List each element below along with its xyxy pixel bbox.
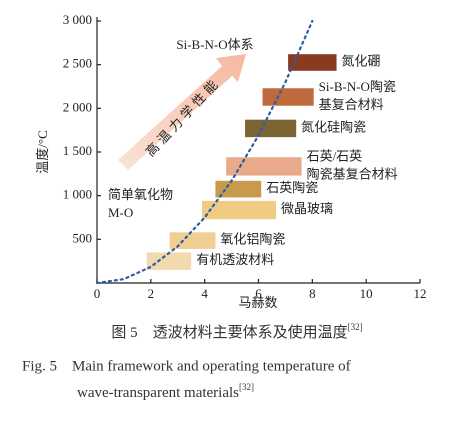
bar [245, 119, 297, 138]
x-axis-label: 马赫数 [238, 295, 277, 310]
y-tick-label: 2 000 [63, 99, 92, 114]
bar-label: 基复合材料 [319, 97, 384, 112]
bar [169, 232, 216, 249]
x-tick-label: 6 [255, 286, 262, 301]
oxide-label: M-O [108, 205, 133, 220]
x-tick-label: 0 [94, 286, 101, 301]
bar [201, 200, 276, 220]
bar [146, 252, 192, 270]
x-tick-label: 10 [360, 286, 373, 301]
x-tick-label: 4 [201, 286, 208, 301]
caption-zh: 图 5 透波材料主要体系及使用温度 [111, 324, 347, 341]
y-tick-label: 500 [73, 230, 93, 245]
caption-ref: [32] [239, 382, 254, 392]
bar-label: 氮化硅陶瓷 [301, 119, 366, 134]
bar-label: 石英陶瓷 [266, 180, 318, 195]
curve [95, 19, 314, 285]
bar-label: 石英/石英 [307, 148, 363, 163]
y-tick-label: 3 000 [63, 12, 92, 27]
caption: 图 5 透波材料主要体系及使用温度[32] [111, 322, 362, 341]
bar [226, 157, 302, 176]
bar [288, 54, 337, 71]
y-tick-label: 2 500 [63, 56, 92, 71]
x-tick-label: 12 [414, 286, 427, 301]
bar [262, 88, 314, 106]
bar-label: 有机透波材料 [196, 252, 274, 267]
x-tick-label: 2 [148, 286, 155, 301]
bar-label: 氧化铝陶瓷 [220, 232, 285, 247]
oxide-label: 简单氧化物 [108, 187, 173, 202]
bar-label: Si-B-N-O陶瓷 [319, 79, 396, 94]
y-tick-label: 1 500 [63, 143, 92, 158]
caption-en: wave-transparent materials [77, 385, 239, 401]
system-label: Si-B-N-O体系 [176, 37, 253, 52]
arrow [118, 54, 246, 170]
caption-ref: [32] [348, 322, 363, 332]
y-tick-label: 1 000 [63, 187, 92, 202]
caption-en: Fig. 5 Main framework and operating temp… [22, 358, 351, 374]
caption: wave-transparent materials[32] [77, 382, 254, 401]
bar-label: 陶瓷基复合材料 [307, 166, 398, 181]
x-tick-label: 8 [309, 286, 316, 301]
bar [215, 180, 262, 198]
bar-label: 微晶玻璃 [281, 201, 333, 216]
bar-label: 氮化硼 [342, 53, 381, 68]
arrow-label: 高温力学性能 [143, 75, 224, 160]
y-axis-label: 温度/°C [35, 130, 50, 173]
